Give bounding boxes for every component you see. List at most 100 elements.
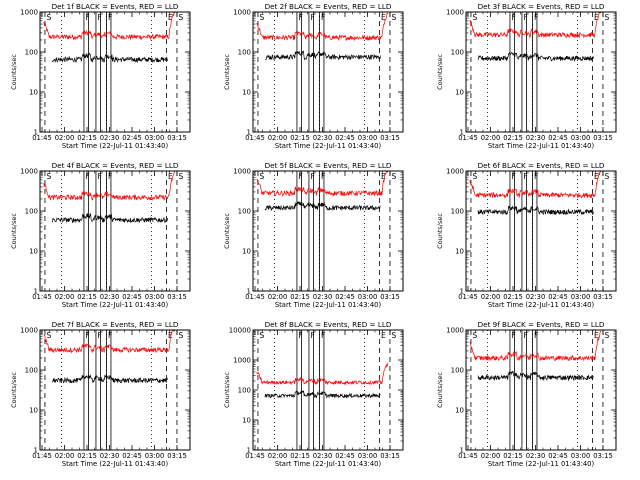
y-axis-label: Counts/sec: [223, 213, 231, 249]
x-tick-label: 02:15: [290, 134, 310, 142]
x-tick-label: 03:15: [167, 293, 187, 301]
y-tick-label: 100: [451, 49, 464, 57]
panel-title: Det 1f BLACK = Events, RED = LLD: [52, 2, 179, 11]
y-tick-label: 1000: [446, 9, 464, 17]
x-axis-label: Start Time (22-Jul-11 01:43:40): [275, 142, 382, 150]
x-tick-label: 01:45: [245, 452, 265, 460]
y-axis-label: Counts/sec: [436, 54, 444, 90]
x-axis-label: Start Time (22-Jul-11 01:43:40): [62, 301, 169, 309]
panel-det-5: Det 5f BLACK = Events, RED = LLD 1 10 100 10…: [223, 161, 404, 309]
marker-label: S: [178, 172, 183, 181]
marker-label: S: [259, 331, 264, 340]
plot-frame: [252, 329, 404, 451]
y-axis-label: Counts/sec: [10, 54, 18, 90]
x-tick-label: 02:00: [55, 134, 75, 142]
y-axis-label: Counts/sec: [223, 54, 231, 90]
panel-title: Det 6f BLACK = Events, RED = LLD: [478, 161, 605, 170]
panel-det-2: Det 2f BLACK = Events, RED = LLD 1 10 100 10…: [223, 2, 404, 150]
marker-label: S: [391, 331, 396, 340]
marker-label: S: [46, 13, 51, 22]
lld-series-line: [256, 12, 389, 42]
y-tick-label: 1000: [20, 327, 38, 335]
y-tick-label: 100: [238, 387, 251, 395]
x-tick-label: 01:45: [458, 293, 478, 301]
x-axis-label: Start Time (22-Jul-11 01:43:40): [62, 460, 169, 468]
y-tick-label: 1000: [233, 357, 251, 365]
x-tick-label: 02:45: [335, 134, 355, 142]
events-series-line: [264, 50, 381, 61]
y-tick-label: 100: [238, 208, 251, 216]
x-tick-label: 02:00: [55, 293, 75, 301]
x-tick-label: 03:00: [571, 134, 591, 142]
marker-label: F: [523, 172, 527, 181]
marker-label: E: [594, 331, 599, 340]
x-tick-label: 03:00: [358, 452, 378, 460]
x-tick-label: 02:00: [481, 452, 501, 460]
marker-label: F: [523, 13, 527, 22]
marker-label: F: [85, 172, 89, 181]
marker-label: S: [259, 13, 264, 22]
y-tick-label: 1000: [233, 9, 251, 17]
x-tick-label: 02:45: [548, 293, 568, 301]
marker-label: S: [472, 172, 477, 181]
panel-det-6: Det 6f BLACK = Events, RED = LLD 1 10 100 10…: [436, 161, 617, 309]
panel-det-1: Det 1f BLACK = Events, RED = LLD 1 10 100 10…: [10, 2, 191, 150]
marker-label: F: [97, 331, 101, 340]
x-tick-label: 02:15: [77, 293, 97, 301]
marker-label: E: [168, 13, 173, 22]
x-tick-label: 02:30: [313, 293, 333, 301]
y-tick-label: 100: [25, 208, 38, 216]
y-tick-label: 10: [29, 407, 38, 415]
events-series-line: [51, 52, 168, 64]
x-tick-label: 03:15: [167, 452, 187, 460]
y-tick-label: 1: [460, 447, 464, 455]
marker-label: F: [310, 172, 314, 181]
x-tick-label: 02:00: [268, 452, 288, 460]
marker-label: F: [108, 172, 112, 181]
marker-label: S: [604, 172, 609, 181]
marker-label: F: [321, 172, 325, 181]
x-tick-label: 03:00: [358, 293, 378, 301]
y-tick-label: 10: [455, 407, 464, 415]
x-tick-label: 02:30: [100, 293, 120, 301]
y-tick-label: 100: [451, 367, 464, 375]
x-tick-label: 03:00: [145, 452, 165, 460]
lld-series-line: [256, 171, 388, 197]
plot-frame: [39, 11, 191, 133]
y-tick-label: 10: [455, 248, 464, 256]
panel-det-8: Det 8f BLACK = Events, RED = LLD 1 10 100 10…: [223, 320, 404, 468]
y-tick-label: 100: [25, 367, 38, 375]
marker-label: S: [178, 331, 183, 340]
marker-label: F: [321, 331, 325, 340]
marker-label: S: [46, 172, 51, 181]
events-series-line: [264, 201, 381, 212]
y-axis-label: Counts/sec: [223, 372, 231, 408]
x-axis-label: Start Time (22-Jul-11 01:43:40): [488, 301, 595, 309]
marker-label: F: [298, 13, 302, 22]
panel-title: Det 9f BLACK = Events, RED = LLD: [478, 320, 605, 329]
marker-label: F: [511, 172, 515, 181]
marker-label: E: [381, 331, 386, 340]
x-axis-label: Start Time (22-Jul-11 01:43:40): [488, 142, 595, 150]
x-tick-label: 02:15: [77, 452, 97, 460]
y-tick-label: 1: [247, 288, 251, 296]
panel-title: Det 4f BLACK = Events, RED = LLD: [52, 161, 179, 170]
marker-label: F: [523, 331, 527, 340]
marker-label: F: [534, 172, 538, 181]
x-tick-label: 02:30: [100, 134, 120, 142]
marker-label: F: [108, 331, 112, 340]
events-series-line: [477, 51, 594, 62]
events-series-line: [51, 212, 168, 224]
plot-frame: [252, 11, 404, 133]
panel-det-7: Det 7f BLACK = Events, RED = LLD 1 10 100 10…: [10, 320, 191, 468]
x-tick-label: 02:30: [526, 293, 546, 301]
x-tick-label: 02:30: [313, 134, 333, 142]
marker-label: F: [534, 13, 538, 22]
marker-label: S: [472, 13, 477, 22]
x-tick-label: 03:15: [380, 134, 400, 142]
x-tick-label: 02:00: [481, 293, 501, 301]
lld-series-line: [43, 171, 175, 202]
marker-label: S: [472, 331, 477, 340]
marker-label: E: [381, 172, 386, 181]
x-tick-label: 02:45: [548, 134, 568, 142]
